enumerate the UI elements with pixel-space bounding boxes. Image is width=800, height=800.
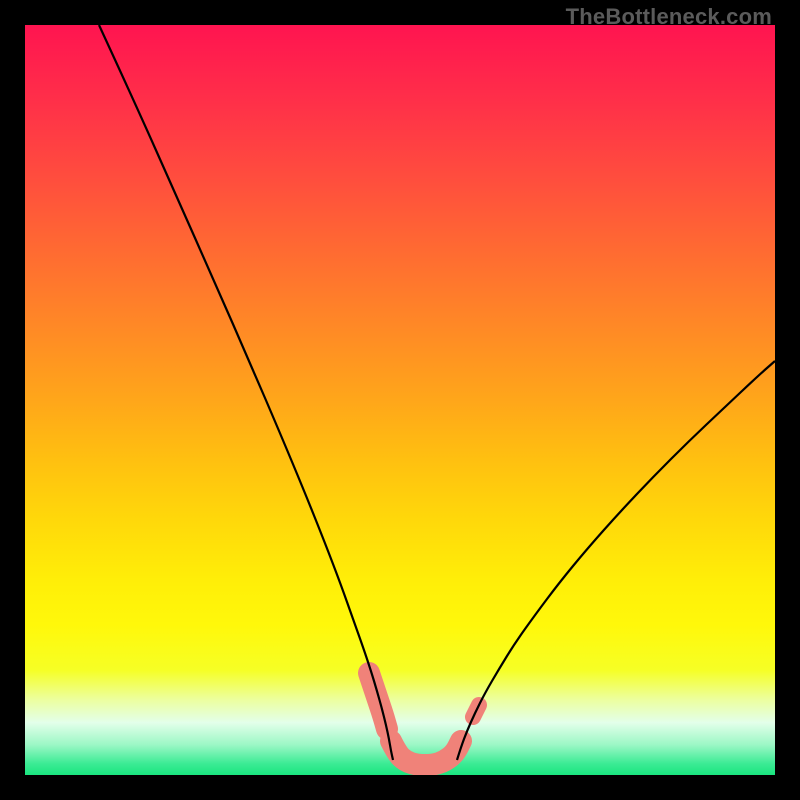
bottleneck-curve-right: [457, 361, 775, 760]
chart-frame: TheBottleneck.com: [0, 0, 800, 800]
plot-area: [25, 25, 775, 775]
watermark-text: TheBottleneck.com: [566, 4, 772, 30]
optimum-band: [391, 741, 461, 765]
curve-layer: [25, 25, 775, 775]
bottleneck-curve-left: [99, 25, 393, 760]
